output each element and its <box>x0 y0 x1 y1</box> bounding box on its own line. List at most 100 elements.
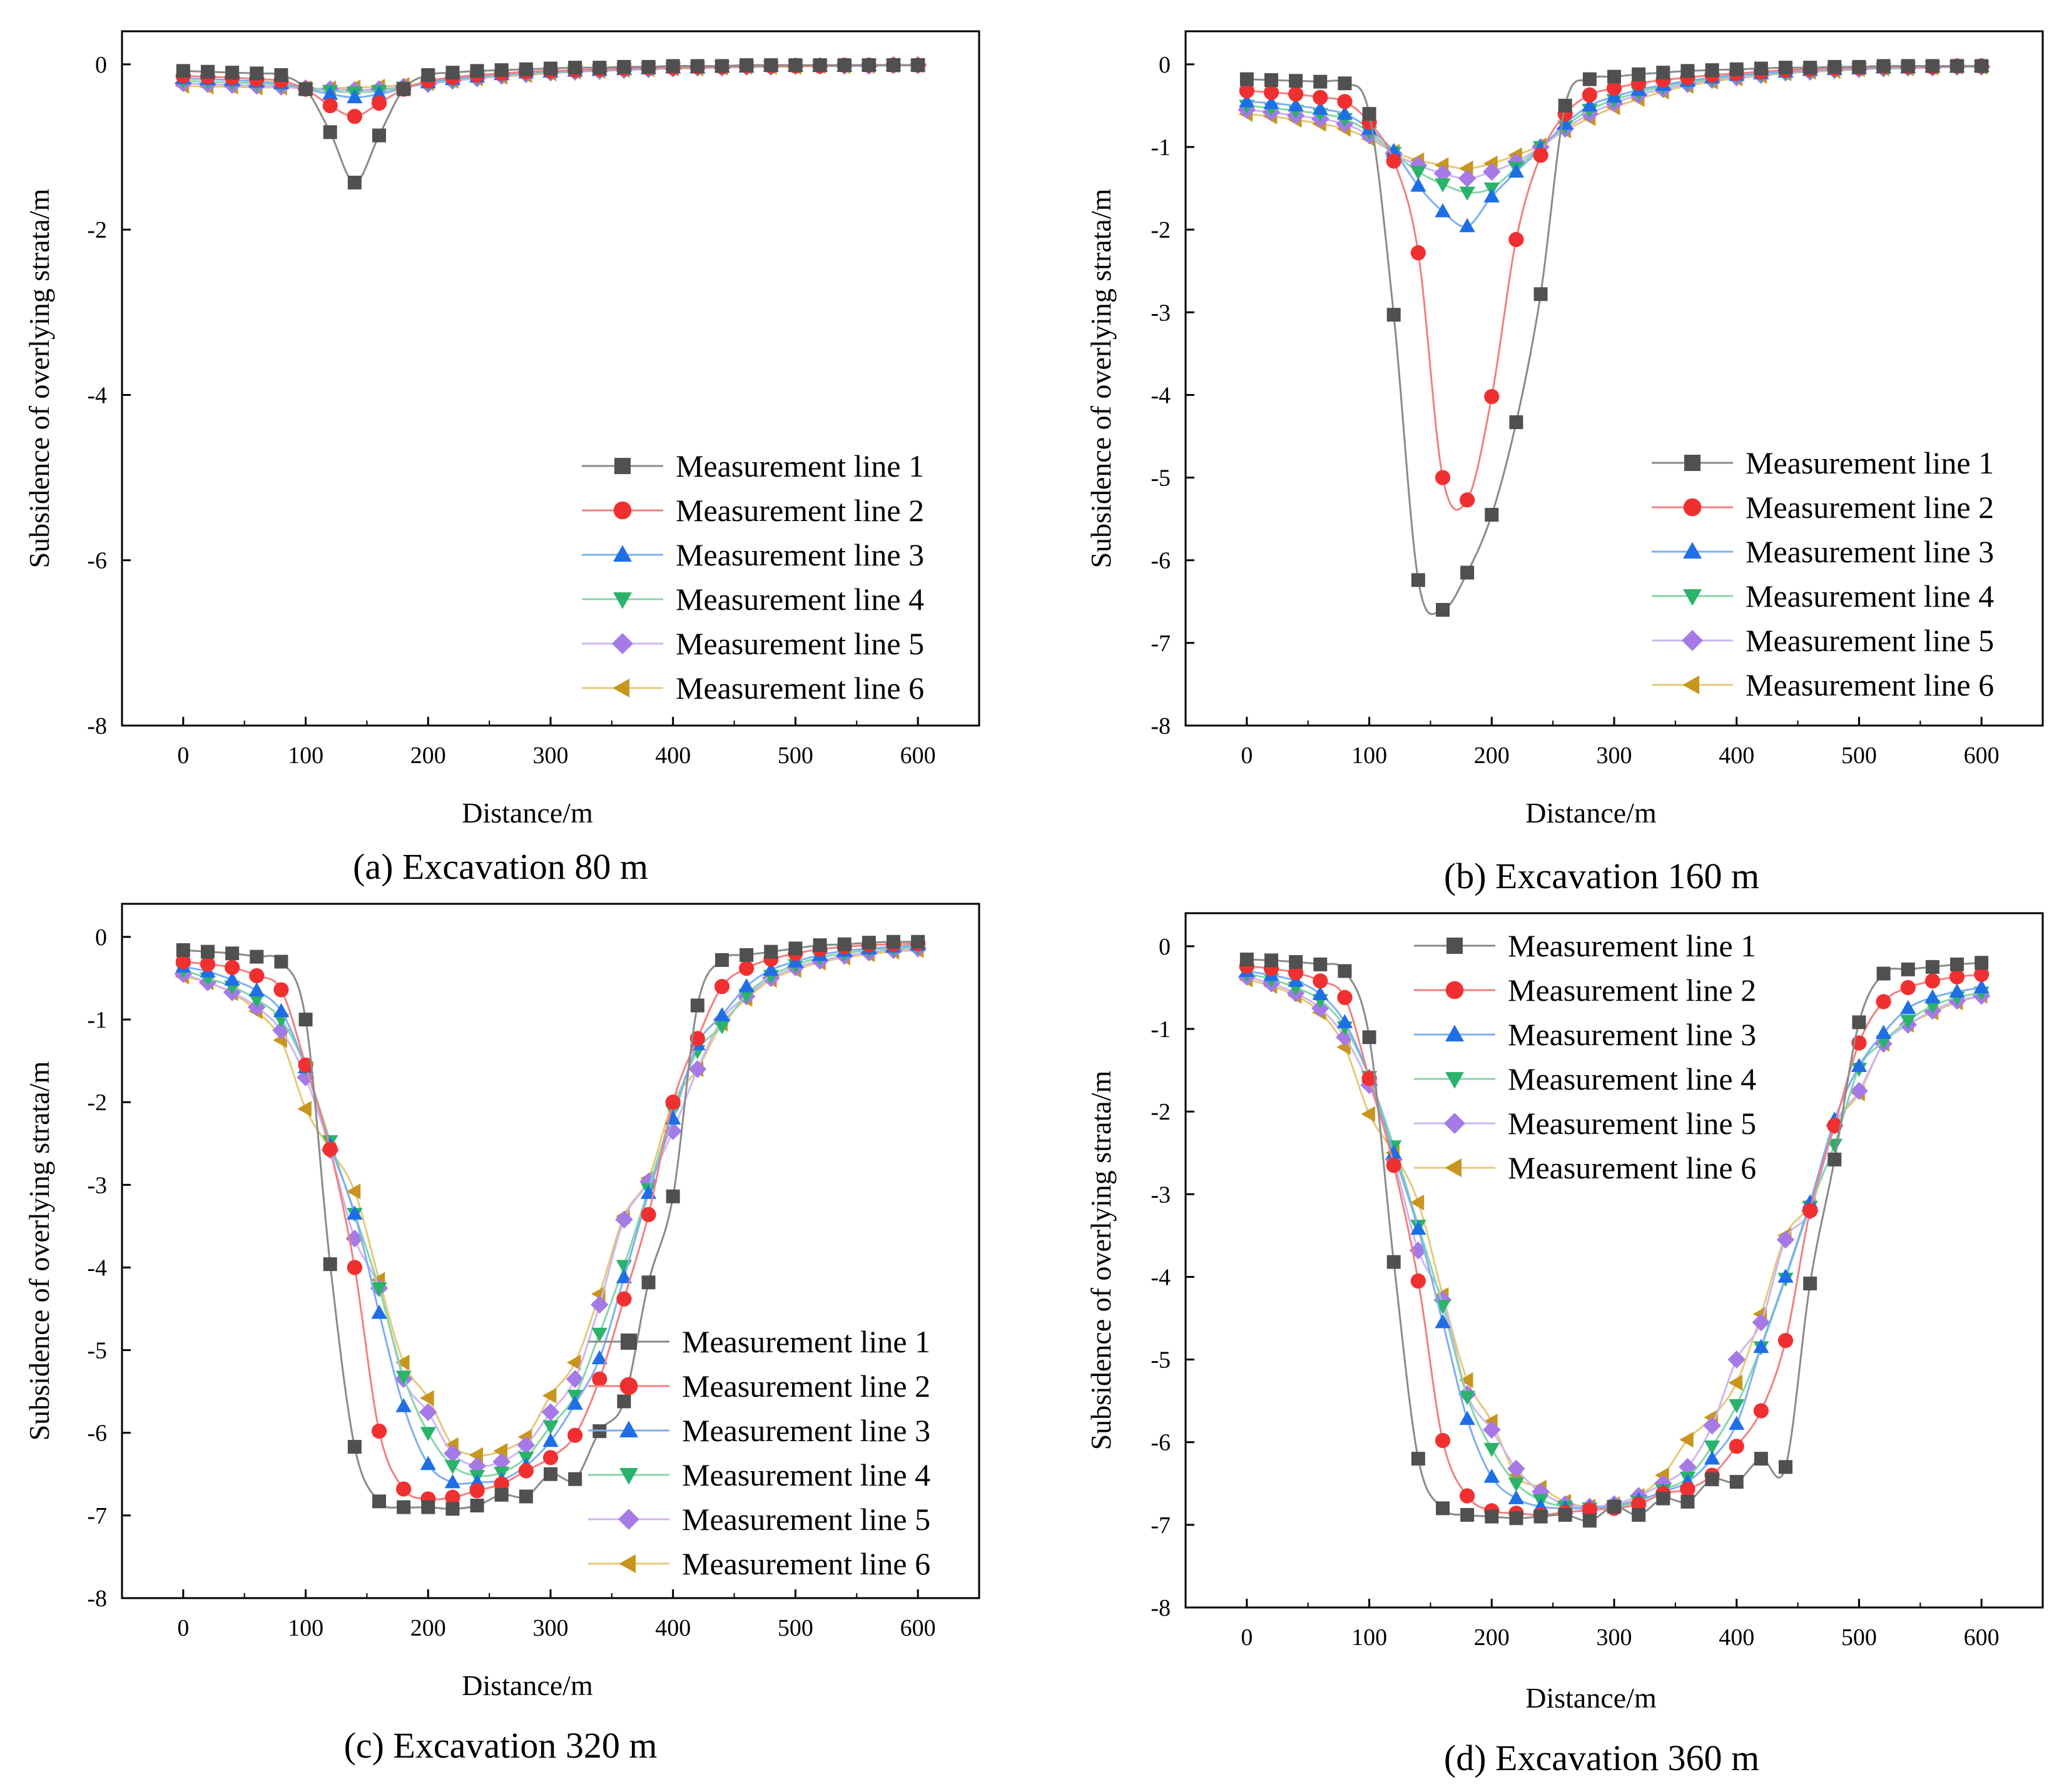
data-point-line-1 <box>1509 415 1523 430</box>
data-point-line-1 <box>1362 107 1376 121</box>
data-point-line-1 <box>250 66 264 81</box>
data-point-line-2 <box>1313 89 1328 105</box>
data-point-line-1 <box>1950 59 1964 73</box>
data-point-line-2 <box>445 1489 460 1505</box>
data-point-line-1 <box>1313 74 1328 89</box>
panel-b: 0 -1 -2 -3 -4 -5 -6 -7 -8 0 100 200 300 400 500 600 Me… <box>1085 30 2044 896</box>
data-point-line-3 <box>1777 1268 1794 1283</box>
data-point-line-3 <box>1729 1415 1745 1430</box>
data-point-line-1 <box>1289 74 1303 88</box>
data-point-line-1 <box>568 61 582 75</box>
data-point-line-1 <box>1558 98 1572 113</box>
data-point-line-2 <box>175 954 191 969</box>
legend-marker <box>613 592 632 609</box>
y-tick-label: -4 <box>1151 1264 1171 1290</box>
data-point-line-6 <box>1679 1432 1694 1448</box>
data-point-line-1 <box>788 58 803 73</box>
data-point-line-6 <box>297 1101 312 1117</box>
legend-marker <box>619 1377 638 1395</box>
data-point-line-1 <box>519 1489 533 1504</box>
data-point-line-2 <box>322 98 338 114</box>
data-point-line-1 <box>298 1013 313 1026</box>
data-point-line-2 <box>616 1291 632 1307</box>
data-point-line-4 <box>591 1327 607 1342</box>
legend-label: Measurement line 5 <box>1508 1106 1756 1141</box>
data-point-line-1 <box>519 62 533 76</box>
data-point-line-3 <box>371 1304 387 1319</box>
x-tick-label: 600 <box>900 1615 936 1641</box>
legend-item-3: Measurement line 3 <box>1414 1017 1756 1052</box>
data-point-line-1 <box>323 125 337 139</box>
data-point-line-1 <box>1485 508 1499 522</box>
data-point-line-2 <box>298 1057 313 1073</box>
data-point-line-5 <box>1850 1081 1868 1100</box>
panel-c: 0 -1 -2 -3 -4 -5 -6 -7 -8 0 100 200 300 400 500 600 Me… <box>23 903 980 1766</box>
data-point-line-2 <box>1435 470 1451 485</box>
data-point-line-1 <box>1680 64 1695 78</box>
data-point-line-2 <box>1337 94 1353 109</box>
y-axis-label-a: Subsidence of overlying strata/m <box>23 188 55 568</box>
data-point-line-1 <box>1313 957 1328 971</box>
data-point-line-4 <box>542 1420 559 1435</box>
data-point-line-2 <box>371 95 387 111</box>
data-point-line-4 <box>1924 1000 1941 1015</box>
data-point-line-2 <box>567 1427 583 1443</box>
x-axis-label-d: Distance/m <box>1525 1682 1657 1714</box>
legend-marker <box>1444 1113 1465 1134</box>
data-point-line-2 <box>1288 86 1304 102</box>
data-point-line-3 <box>322 86 338 100</box>
data-point-line-2 <box>494 1476 509 1492</box>
data-point-line-1 <box>1264 73 1278 87</box>
legend-label: Measurement line 5 <box>1746 623 1994 658</box>
data-point-line-5 <box>1507 1459 1525 1478</box>
data-point-line-3 <box>1435 203 1451 218</box>
y-tick-label: -3 <box>87 1172 107 1198</box>
data-point-line-3 <box>1239 93 1255 108</box>
y-tick-label: -4 <box>87 382 107 408</box>
data-point-line-1 <box>666 59 680 73</box>
data-point-line-6 <box>566 1354 581 1371</box>
data-point-line-1 <box>641 59 656 74</box>
data-point-line-2 <box>665 1095 681 1110</box>
data-point-line-3 <box>1851 1058 1868 1072</box>
legend-a: Measurement line 1 Measurement line 2 Meas… <box>582 448 924 706</box>
data-point-line-1 <box>1632 67 1646 81</box>
data-point-line-2 <box>273 982 289 998</box>
data-point-line-1 <box>788 941 803 956</box>
y-tick-label: -1 <box>87 1007 107 1033</box>
x-tick-label: 300 <box>1597 1624 1632 1651</box>
x-axis-label-a: Distance/m <box>462 797 593 829</box>
data-point-line-2 <box>1386 153 1401 169</box>
legend-label: Measurement line 4 <box>1746 579 1994 614</box>
legend-label: Measurement line 2 <box>676 493 924 528</box>
data-point-line-1 <box>1876 966 1891 981</box>
y-tick-label: -1 <box>1151 1016 1171 1043</box>
data-point-line-1 <box>813 938 827 953</box>
y-tick-label: 0 <box>95 52 107 78</box>
data-point-line-1 <box>862 58 876 73</box>
data-point-line-1 <box>445 1502 460 1516</box>
data-point-line-2 <box>542 1450 559 1465</box>
legend-item-4: Measurement line 4 <box>582 582 924 617</box>
legend-label: Measurement line 1 <box>676 448 924 483</box>
data-point-line-3 <box>1312 986 1328 1000</box>
data-point-line-1 <box>225 946 240 961</box>
data-point-line-1 <box>544 1467 557 1481</box>
data-point-line-3 <box>591 1350 607 1365</box>
x-tick-label: 0 <box>1241 1624 1253 1651</box>
legend-marker <box>1446 938 1463 954</box>
data-point-line-1 <box>298 82 313 96</box>
data-point-line-2 <box>1827 1118 1843 1133</box>
legend-label: Measurement line 1 <box>1508 928 1756 963</box>
data-point-line-1 <box>887 58 900 73</box>
legend-label: Measurement line 6 <box>682 1546 930 1581</box>
data-point-line-3 <box>1263 94 1279 109</box>
data-point-line-1 <box>837 937 851 951</box>
y-tick-label: -6 <box>1151 1430 1171 1456</box>
data-point-line-5 <box>517 1436 536 1454</box>
legend-item-3: Measurement line 3 <box>588 1413 930 1448</box>
x-tick-label: 0 <box>177 1615 189 1641</box>
data-point-line-1 <box>201 64 215 79</box>
y-tick-label: -5 <box>87 1338 107 1364</box>
